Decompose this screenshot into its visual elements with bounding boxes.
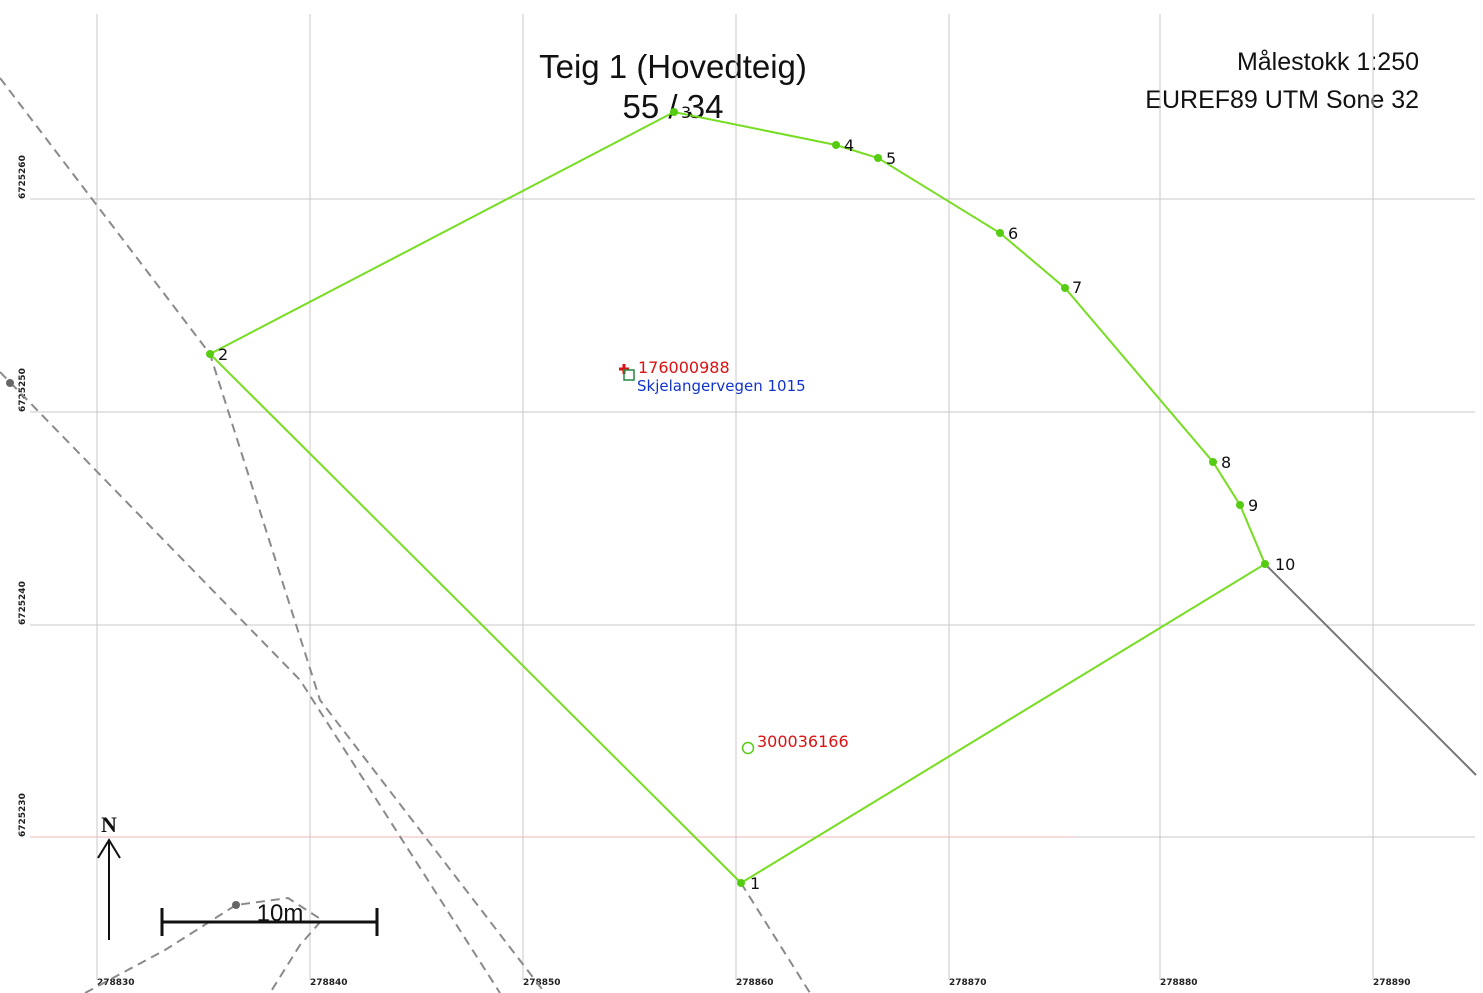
boundary-point-label: 1 [750,874,760,893]
grid-y-label: 6725230 [18,793,28,837]
grid-y-label: 6725260 [18,155,28,199]
building-marker[interactable] [741,741,755,755]
grid-x-label: 278860 [736,978,774,988]
grid-x-label: 278870 [949,978,987,988]
boundary-point[interactable] [206,350,214,358]
grid-x-label: 278890 [1373,978,1411,988]
scale-bar-label: 10m [257,900,304,927]
neighbor-point [232,901,240,909]
boundary-point-label: 3 [681,103,691,122]
scale-bar [160,908,379,936]
boundary-point-label: 7 [1072,278,1082,297]
grid-lines [30,14,1475,980]
parcel-id-label: 176000988 [638,358,730,377]
boundary-point[interactable] [1209,458,1217,466]
neighbor-boundary-dashed [84,896,324,993]
boundary-point-label: 2 [218,345,228,364]
grid-y-label: 6725250 [18,368,28,412]
boundary-point[interactable] [1061,284,1069,292]
boundary-point[interactable] [1236,501,1244,509]
parcel-marker[interactable] [619,364,635,381]
boundary-point[interactable] [737,879,745,887]
grid-y-label: 6725240 [18,581,28,625]
neighbor-boundary-dashed [0,77,546,993]
neighbor-boundary-dashed [0,371,501,993]
address-label: Skjelangervegen 1015 [637,377,806,395]
grid-x-label: 278840 [310,978,348,988]
boundary-point-label: 8 [1221,453,1231,472]
scale-text: Målestokk 1:250 [1236,48,1419,76]
boundary-point[interactable] [874,154,882,162]
north-arrow-label: N [101,812,117,837]
boundary-point[interactable] [1261,560,1269,568]
boundary-point-label: 4 [844,136,854,155]
boundary-point[interactable] [996,229,1004,237]
building-id-label: 300036166 [757,732,849,751]
neighbor-boundary-dashed [740,882,811,993]
grid-x-label: 278850 [523,978,561,988]
neighbor-point [6,379,14,387]
map-title: Teig 1 (Hovedteig) [539,48,807,85]
grid-x-label: 278880 [1160,978,1198,988]
boundary-point-label: 6 [1008,224,1018,243]
north-arrow [97,838,121,940]
boundary-point[interactable] [832,141,840,149]
boundary-point-label: 10 [1275,555,1295,574]
neighbor-boundary-solid [1264,563,1477,776]
grid-x-label: 278830 [97,978,135,988]
boundary-point-label: 9 [1248,496,1258,515]
parcel-boundary[interactable] [208,110,1267,885]
boundary-point[interactable] [670,108,678,116]
boundary-point-label: 5 [886,149,896,168]
